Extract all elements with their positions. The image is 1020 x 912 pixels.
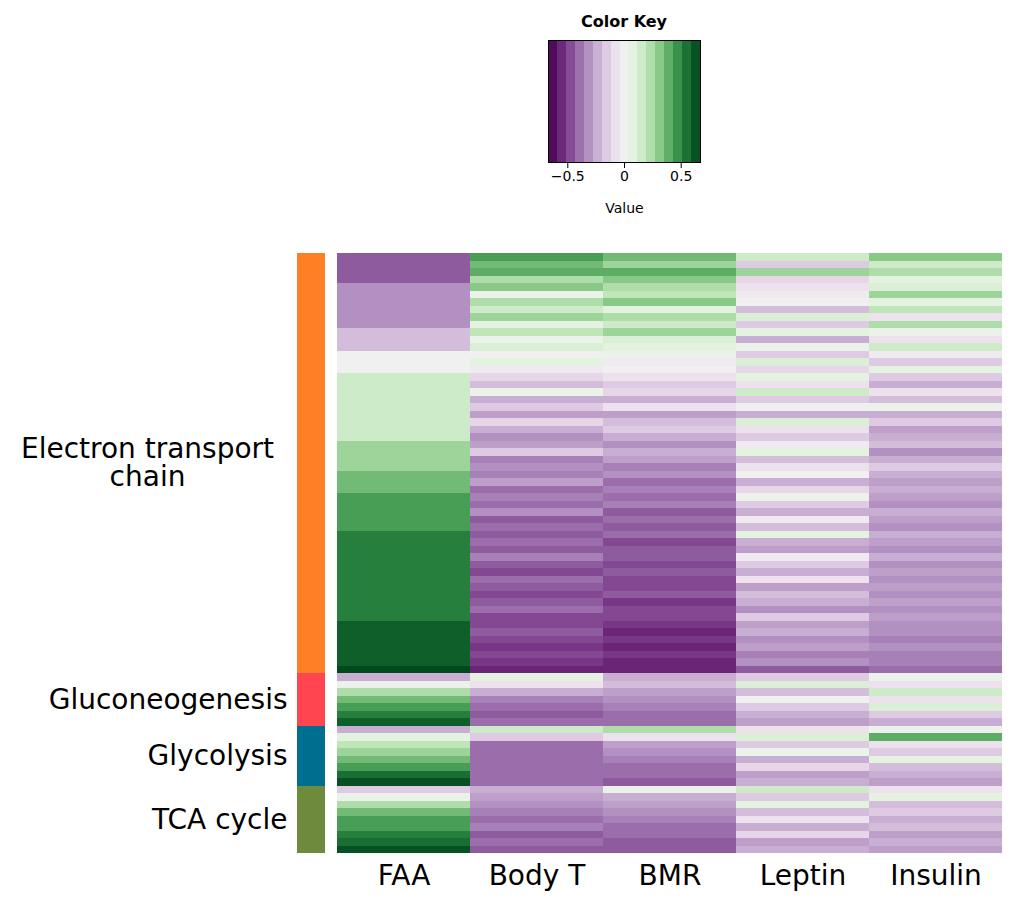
svg-text:BMR: BMR [639,859,702,892]
svg-text:Body T: Body T [489,859,587,892]
svg-text:Glycolysis: Glycolysis [148,739,288,772]
svg-text:Leptin: Leptin [760,859,847,892]
svg-text:Electron transportchain: Electron transportchain [21,432,274,493]
svg-text:−0.5: −0.5 [551,168,585,184]
svg-text:0.5: 0.5 [670,168,692,184]
svg-text:FAA: FAA [378,859,431,892]
svg-text:Gluconeogenesis: Gluconeogenesis [49,683,288,716]
svg-text:0: 0 [620,168,629,184]
svg-text:TCA cycle: TCA cycle [151,803,287,836]
html-text:Color Key: Color Key [581,12,667,31]
svg-text:Value: Value [605,200,643,216]
svg-text:Insulin: Insulin [890,859,982,892]
